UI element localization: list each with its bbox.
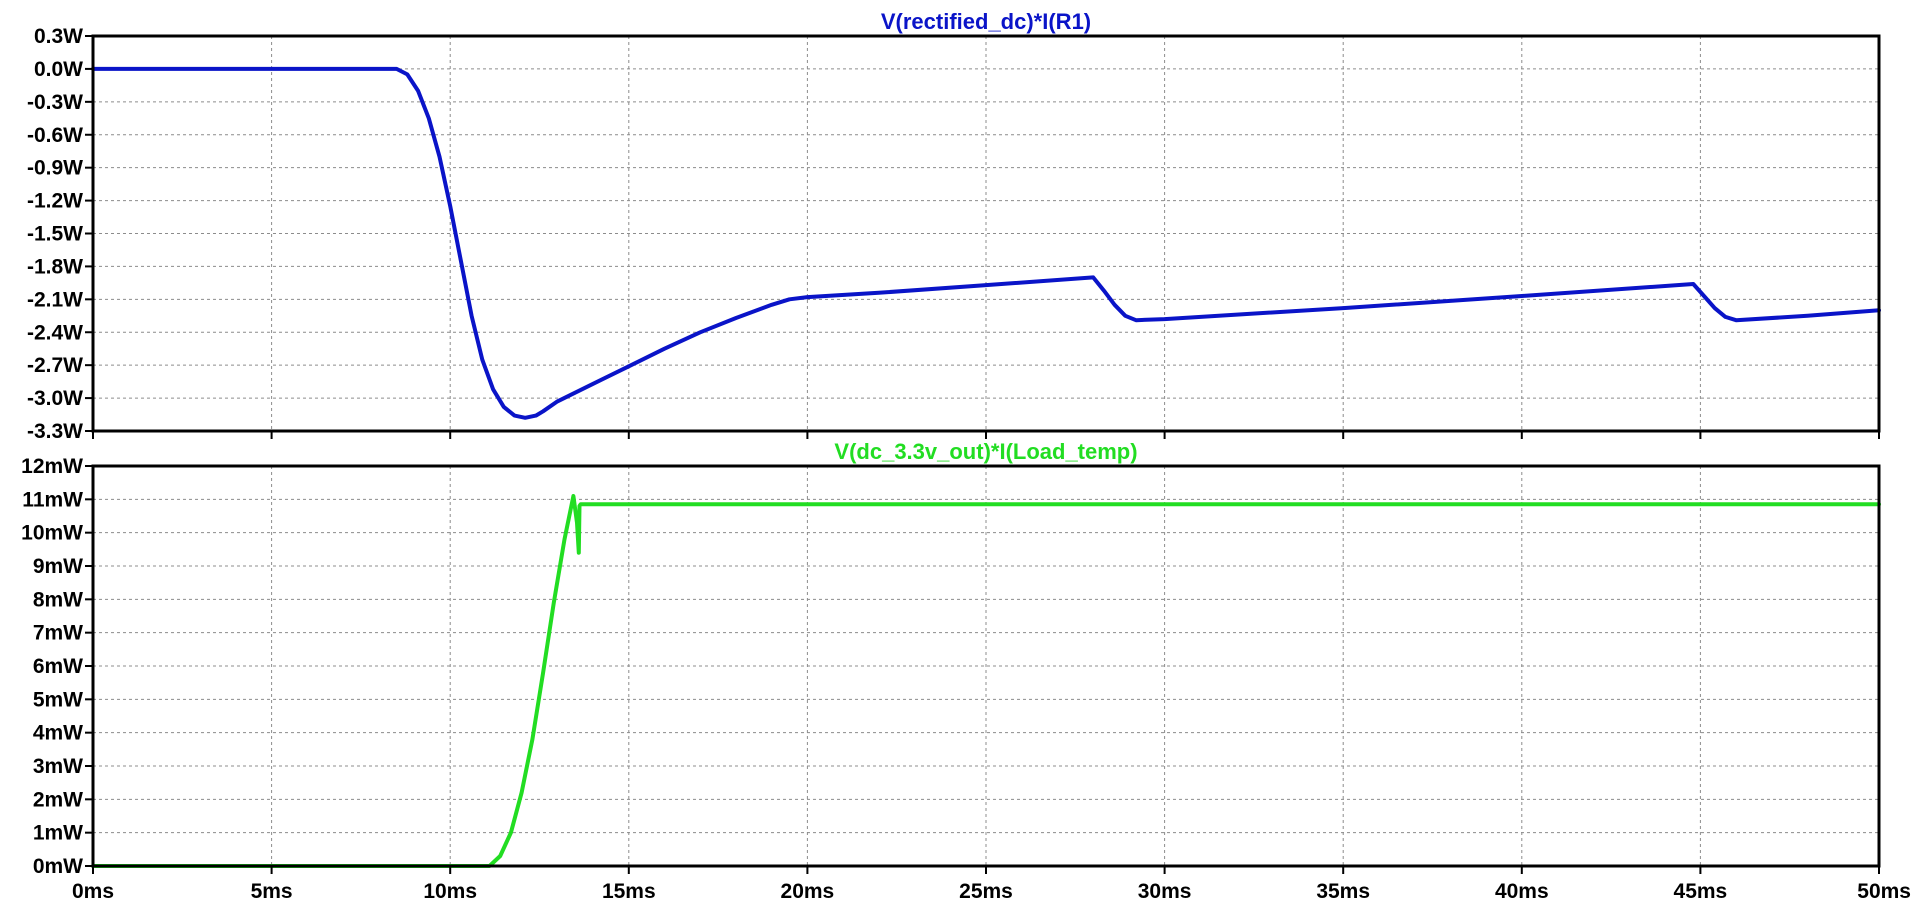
y-tick-label: -2.1W <box>27 288 83 311</box>
y-tick-label: 5mW <box>33 688 83 711</box>
x-tick-label: 35ms <box>1316 880 1370 903</box>
y-tick-label: -3.3W <box>27 420 83 443</box>
y-tick-label: -1.5W <box>27 223 83 246</box>
x-tick-label: 5ms <box>251 880 293 903</box>
y-tick-label: -1.2W <box>27 190 83 213</box>
chart-title: V(rectified_dc)*I(R1) <box>881 9 1091 34</box>
y-tick-label: 1mW <box>33 822 83 845</box>
x-tick-label: 30ms <box>1138 880 1192 903</box>
x-tick-label: 0ms <box>72 880 114 903</box>
y-tick-label: 0.0W <box>34 58 83 81</box>
y-tick-label: 8mW <box>33 588 83 611</box>
y-tick-label: 4mW <box>33 722 83 745</box>
x-tick-label: 15ms <box>602 880 656 903</box>
y-tick-label: -3.0W <box>27 387 83 410</box>
y-tick-label: -0.6W <box>27 124 83 147</box>
y-tick-label: -0.3W <box>27 91 83 114</box>
y-tick-label: 3mW <box>33 755 83 778</box>
y-tick-label: 6mW <box>33 655 83 678</box>
y-tick-label: 10mW <box>21 522 83 545</box>
y-tick-label: 0mW <box>33 855 83 878</box>
y-tick-label: 0.3W <box>34 25 83 48</box>
y-tick-label: 11mW <box>22 488 83 511</box>
x-tick-label: 40ms <box>1495 880 1549 903</box>
pane-power-load: V(dc_3.3v_out)*I(Load_temp) 12mW 11mW 10mW 9… <box>21 439 1911 903</box>
pane-power-r1: V(rectified_dc)*I(R1) 0.3W 0.0W -0.3W -0.6W -… <box>27 9 1881 443</box>
y-tick-label: -0.9W <box>27 157 83 180</box>
x-tick-label: 20ms <box>781 880 835 903</box>
y-tick-label: 9mW <box>33 555 83 578</box>
x-tick-label: 25ms <box>959 880 1013 903</box>
series-trace <box>91 66 1881 420</box>
x-tick-label: 10ms <box>423 880 477 903</box>
y-tick-label: 7mW <box>33 622 83 645</box>
y-tick-label: -2.4W <box>27 321 83 344</box>
y-tick-label: -2.7W <box>27 354 83 377</box>
series-trace <box>91 494 1881 868</box>
x-tick-label: 45ms <box>1674 880 1728 903</box>
y-tick-label: -1.8W <box>27 255 83 278</box>
y-tick-label: 12mW <box>21 455 83 478</box>
x-tick-label: 50ms <box>1857 880 1911 903</box>
chart-title: V(dc_3.3v_out)*I(Load_temp) <box>834 439 1137 464</box>
y-tick-label: 2mW <box>33 788 83 811</box>
